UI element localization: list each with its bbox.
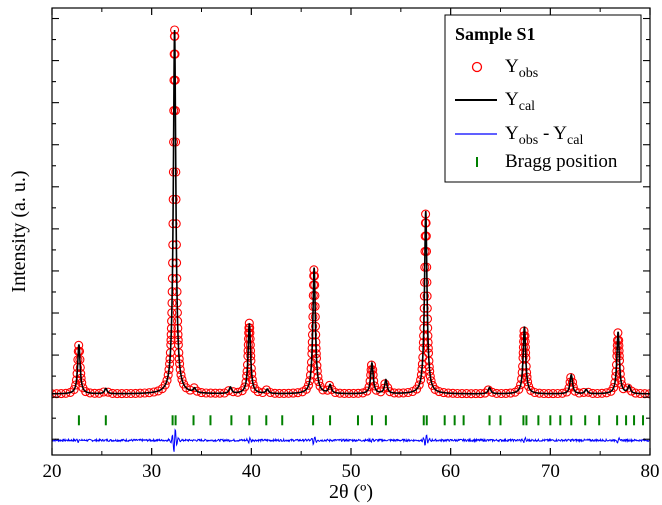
yobs-point — [434, 387, 444, 397]
legend-label: Bragg position — [505, 151, 618, 172]
yobs-point — [162, 375, 172, 385]
series-difference — [52, 428, 650, 452]
legend-title: Sample S1 — [455, 24, 536, 44]
x-tick-label: 40 — [242, 461, 261, 482]
yobs-point — [253, 387, 263, 397]
legend-label: Ycal — [505, 89, 535, 114]
x-tick-label: 30 — [142, 461, 161, 482]
yobs-point — [177, 374, 187, 385]
yobs-point — [609, 382, 619, 392]
yobs-point — [626, 386, 637, 396]
yobs-point — [81, 387, 91, 397]
yobs-point — [385, 387, 395, 397]
x-tick-label: 60 — [441, 461, 460, 482]
bragg-positions — [77, 415, 645, 426]
yobs-point — [362, 386, 372, 396]
legend: Sample S1 Yobs Ycal Yobs - Ycal Bragg posit… — [444, 14, 642, 183]
yobs-point — [570, 386, 580, 396]
y-axis-label: Intensity (a. u.) — [8, 170, 30, 292]
yobs-point — [364, 382, 374, 392]
yobs-point — [514, 384, 524, 394]
yobs-point — [240, 382, 250, 392]
yobs-point — [69, 384, 79, 395]
yobs-point — [487, 387, 497, 397]
x-tick-label: 50 — [342, 461, 361, 482]
yobs-point — [303, 380, 314, 390]
yobs-point — [414, 380, 424, 390]
x-tick-label: 20 — [43, 461, 62, 482]
x-axis-label: 2θ (º) — [329, 481, 373, 503]
x-tick-label: 70 — [541, 461, 560, 482]
axes: 20 30 40 50 60 70 80 — [43, 7, 660, 482]
series-ycal — [52, 29, 650, 395]
legend-box — [444, 14, 642, 183]
yobs-point — [160, 380, 170, 390]
plot-area — [52, 25, 650, 452]
legend-marker-yobs — [471, 61, 483, 73]
legend-label: Yobs - Ycal — [505, 123, 583, 148]
x-tick-label: 80 — [641, 461, 660, 482]
legend-label: Yobs — [505, 56, 538, 81]
yobs-point — [192, 386, 202, 396]
